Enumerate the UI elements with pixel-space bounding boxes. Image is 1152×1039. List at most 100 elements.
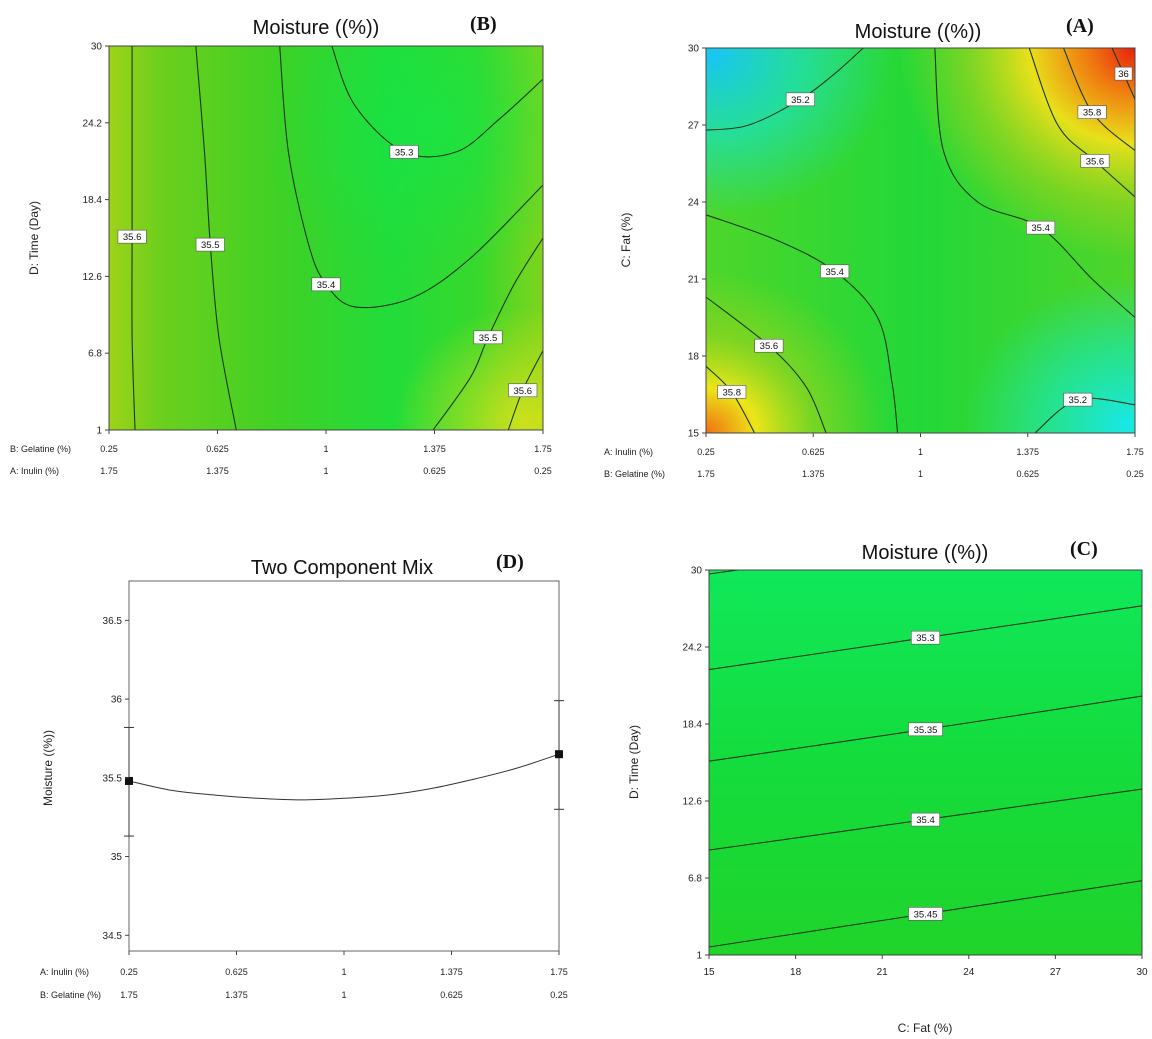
contour-label-box <box>1026 220 1056 235</box>
y-tick-label: 1 <box>696 951 702 962</box>
chart-b-panel-label: (B) <box>470 13 497 35</box>
x-tick-label: 1.375 <box>423 444 446 454</box>
x-tick-label: 0.25 <box>534 466 552 476</box>
x-tick-label: 21 <box>877 967 889 978</box>
y-tick-label: 24.2 <box>683 643 703 654</box>
x-tick-label: 1.375 <box>802 469 825 479</box>
yticks-d: 34.5 35 35.5 36 36.5 <box>103 616 129 942</box>
contours-c: 35.3 35.35 35.4 35.45 <box>708 569 1143 948</box>
x-tick-label: 27 <box>1050 967 1062 978</box>
contour-label-box <box>1114 66 1133 81</box>
data-point <box>125 776 133 785</box>
x-tick-label: 1 <box>918 469 923 479</box>
x-axis-name: A: Inulin (%) <box>10 466 59 476</box>
x-tick-label: 0.625 <box>423 466 446 476</box>
contour-label-box <box>717 385 747 399</box>
y-tick-label: 30 <box>691 566 703 577</box>
contour-line <box>331 45 544 158</box>
x-tick-label: 0.25 <box>120 967 138 977</box>
plot-frame-c <box>708 569 1143 956</box>
chart-b: 35.635.535.535.435.335.6 Moisture ((%)) … <box>10 13 552 476</box>
x-tick-label: 15 <box>703 967 715 978</box>
contour-label: 35.4 <box>1031 223 1050 234</box>
x-tick-label: 1.375 <box>225 990 248 1000</box>
xticks-b: B: Gelatine (%) 0.25 0.625 1 1.375 1.75 A: Inu… <box>10 430 552 476</box>
y-tick-label: 35 <box>111 852 123 863</box>
contour-label-box <box>117 229 147 244</box>
x-tick-label: 1.75 <box>697 469 715 479</box>
contour-label: 35.45 <box>914 909 938 920</box>
contour-label: 35.6 <box>760 341 779 352</box>
plot-area-d <box>128 580 560 952</box>
contour-label: 35.5 <box>201 240 220 251</box>
xticks-a: A: Inulin (%) 0.25 0.625 1 1.375 1.75 B: Gelat… <box>604 433 1144 479</box>
x-tick-label: 30 <box>1136 967 1148 978</box>
chart-b-ylabel: D: Time (Day) <box>27 201 41 275</box>
contour-label: 35.4 <box>825 267 844 278</box>
contour-label-box <box>908 907 943 921</box>
y-tick-label: 30 <box>688 44 700 55</box>
y-tick-label: 12.6 <box>83 272 103 283</box>
x-tick-label: 0.25 <box>550 990 568 1000</box>
contour-label: 36 <box>1118 69 1129 80</box>
contour-label-box <box>1063 392 1093 407</box>
contours-a: 35.2 35.4 35.4 35.6 35.8 35.6 35.8 36 35.2 <box>705 47 1136 434</box>
chart-a-ylabel: C: Fat (%) <box>619 213 633 268</box>
x-tick-label: 0.625 <box>225 967 248 977</box>
x-axis-name: A: Inulin (%) <box>40 967 89 977</box>
x-tick-label: 1 <box>341 967 346 977</box>
x-tick-label: 1.75 <box>120 990 138 1000</box>
chart-c-ylabel: D: Time (Day) <box>627 725 641 799</box>
x-tick-label: 0.625 <box>802 447 825 457</box>
contour-label: 35.3 <box>395 147 414 158</box>
plot-shade-b2 <box>109 46 543 430</box>
chart-c-panel-label: (C) <box>1070 538 1098 560</box>
chart-a-title: Moisture ((%)) <box>855 21 982 43</box>
plot-d <box>124 700 564 837</box>
x-axis-name: B: Gelatine (%) <box>40 990 101 1000</box>
contour-label: 35.3 <box>916 633 935 644</box>
x-tick-label: 1.75 <box>550 967 568 977</box>
xticks-d: A: Inulin (%) 0.25 0.625 1 1.375 1.75 B: Gelat… <box>40 951 568 1000</box>
contour-line <box>705 214 899 434</box>
x-tick-label: 1.75 <box>1126 447 1144 457</box>
x-tick-label: 0.25 <box>100 444 118 454</box>
chart-b-title: Moisture ((%)) <box>253 17 380 39</box>
contour-line <box>1028 47 1136 198</box>
contour-label-box <box>910 630 940 645</box>
x-tick-label: 0.625 <box>1016 469 1039 479</box>
contour-label: 35.35 <box>914 725 938 736</box>
y-tick-label: 35.5 <box>103 773 123 784</box>
y-tick-label: 24 <box>688 198 700 209</box>
contour-label: 35.6 <box>123 232 142 243</box>
contour-label: 35.2 <box>791 95 810 106</box>
y-tick-label: 36 <box>111 695 123 706</box>
chart-c-title: Moisture ((%)) <box>862 542 989 564</box>
x-tick-label: 1.75 <box>100 466 118 476</box>
contour-label-box <box>389 145 419 159</box>
yticks-c: 1 6.8 12.6 18.4 24.2 30 <box>683 566 709 962</box>
x-tick-label: 0.625 <box>440 990 463 1000</box>
x-tick-label: 1.375 <box>206 466 229 476</box>
contour-label: 35.6 <box>1086 156 1105 167</box>
contour-label-box <box>473 330 503 345</box>
yticks-a: 15 18 21 24 27 30 <box>688 44 706 440</box>
y-tick-label: 1 <box>96 426 102 437</box>
contour-label: 35.6 <box>513 386 532 397</box>
x-axis-name: B: Gelatine (%) <box>10 444 71 454</box>
y-tick-label: 24.2 <box>83 118 103 129</box>
chart-a: 35.2 35.4 35.4 35.6 35.8 35.6 35.8 36 35.2 Moist… <box>604 15 1144 479</box>
plot-area-c <box>709 570 1142 955</box>
y-tick-label: 6.8 <box>688 874 702 885</box>
contour-line <box>279 45 544 309</box>
contour-label: 35.4 <box>916 815 935 826</box>
y-tick-label: 18.4 <box>83 195 103 206</box>
x-axis-name: A: Inulin (%) <box>604 447 653 457</box>
contour-label: 35.4 <box>317 280 336 291</box>
contour-label: 35.2 <box>1069 395 1088 406</box>
xticks-c: 15 18 21 24 27 30 <box>703 955 1148 978</box>
x-tick-label: 0.25 <box>1126 469 1144 479</box>
chart-a-panel-label: (A) <box>1066 15 1094 37</box>
contour-label-box <box>754 338 784 353</box>
chart-c-xlabel: C: Fat (%) <box>898 1021 953 1035</box>
